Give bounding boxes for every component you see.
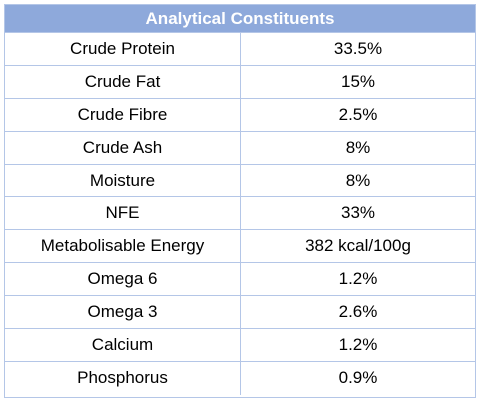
constituent-value: 15% [340,71,376,91]
constituent-value: 1.2% [338,334,378,354]
constituent-value: 0.9% [338,368,378,388]
constituent-value: 382 kcal/100g [305,236,411,256]
constituent-value: 1.2% [338,269,378,289]
table-row: Metabolisable Energy 382 kcal/100g [5,230,475,264]
constituent-name: Metabolisable Energy [5,230,241,263]
constituent-value: 8% [345,170,371,190]
constituent-value: 33% [340,203,376,223]
constituent-value: 8% [345,137,371,157]
constituent-name: Moisture [5,164,241,197]
constituent-value: 2.5% [338,104,378,124]
constituent-name: Omega 3 [5,296,241,329]
table-row: Crude Fat 15% [5,65,475,99]
constituent-name: Crude Ash [5,131,241,164]
table-row: NFE 33% [5,197,475,231]
table-row: Moisture 8% [5,164,475,198]
constituent-name: Crude Protein [5,33,241,65]
constituent-name: Omega 6 [5,263,241,296]
table-row: Phosphorus 0.9% [5,361,475,395]
constituent-name: Phosphorus [5,361,241,395]
constituent-value: 33.5% [333,38,383,58]
analytical-constituents-table: Analytical Constituents Crude Protein 33… [4,4,476,398]
constituent-name: Crude Fibre [5,98,241,131]
table-row: Calcium 1.2% [5,329,475,362]
table-row: Omega 3 2.6% [5,296,475,330]
table-row: Omega 6 1.2% [5,263,475,297]
table-row: Crude Ash 8% [5,131,475,165]
table-title: Analytical Constituents [5,5,475,33]
constituent-name: Crude Fat [5,65,241,98]
constituent-name: Calcium [5,329,241,361]
constituent-value: 2.6% [338,302,378,322]
table-row: Crude Fibre 2.5% [5,98,475,132]
constituent-name: NFE [5,197,241,230]
table-row: Crude Protein 33.5% [5,33,475,66]
